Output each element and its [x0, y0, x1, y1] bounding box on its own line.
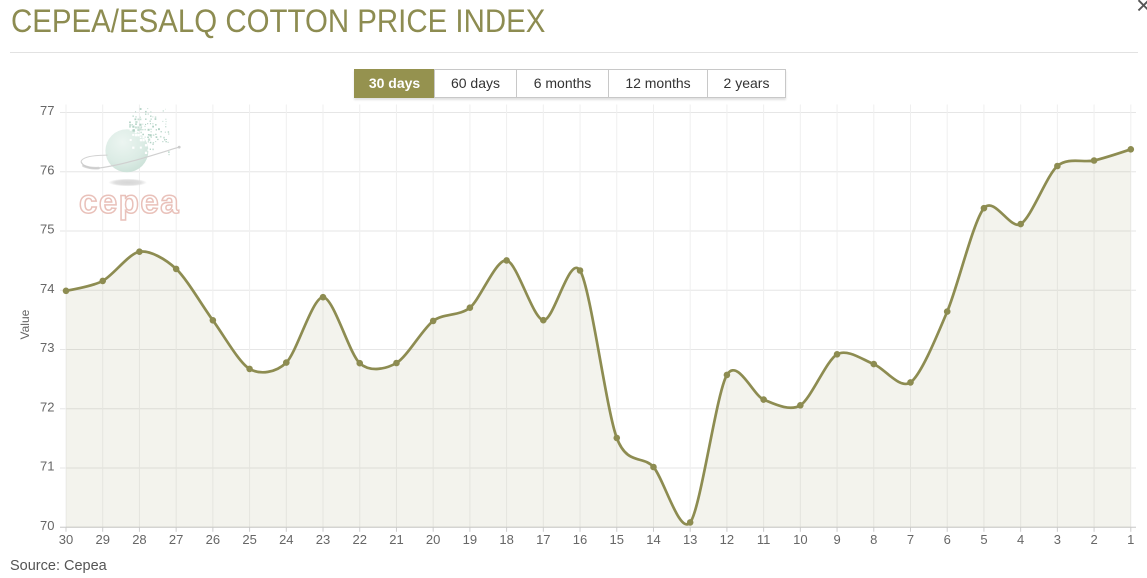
svg-text:6: 6: [944, 532, 951, 547]
svg-text:10: 10: [793, 532, 807, 547]
svg-text:9: 9: [833, 532, 840, 547]
svg-text:20: 20: [426, 532, 440, 547]
svg-text:11: 11: [757, 532, 771, 547]
svg-text:4: 4: [1017, 532, 1024, 547]
svg-text:14: 14: [646, 532, 660, 547]
svg-text:1: 1: [1127, 532, 1134, 547]
svg-text:76: 76: [40, 162, 54, 177]
svg-text:26: 26: [206, 532, 220, 547]
svg-text:28: 28: [132, 532, 146, 547]
svg-text:73: 73: [40, 340, 54, 355]
svg-text:74: 74: [40, 281, 54, 296]
svg-text:3: 3: [1054, 532, 1061, 547]
svg-text:29: 29: [95, 532, 109, 547]
svg-text:Value: Value: [18, 309, 32, 339]
svg-text:18: 18: [499, 532, 513, 547]
svg-text:27: 27: [169, 532, 183, 547]
svg-text:19: 19: [463, 532, 477, 547]
svg-text:75: 75: [40, 222, 54, 237]
svg-text:17: 17: [536, 532, 550, 547]
svg-text:25: 25: [242, 532, 256, 547]
svg-text:24: 24: [279, 532, 293, 547]
svg-text:21: 21: [389, 532, 403, 547]
svg-text:72: 72: [40, 399, 54, 414]
svg-text:70: 70: [40, 518, 54, 533]
svg-text:77: 77: [40, 103, 54, 118]
svg-text:2: 2: [1090, 532, 1097, 547]
svg-text:12: 12: [720, 532, 734, 547]
svg-text:15: 15: [610, 532, 624, 547]
svg-text:cepea: cepea: [79, 183, 180, 220]
svg-text:71: 71: [40, 459, 54, 474]
svg-text:13: 13: [683, 532, 697, 547]
svg-text:22: 22: [353, 532, 367, 547]
svg-text:30: 30: [59, 532, 73, 547]
svg-text:7: 7: [907, 532, 914, 547]
svg-text:8: 8: [870, 532, 877, 547]
svg-text:16: 16: [573, 532, 587, 547]
svg-text:23: 23: [316, 532, 330, 547]
svg-text:5: 5: [980, 532, 987, 547]
